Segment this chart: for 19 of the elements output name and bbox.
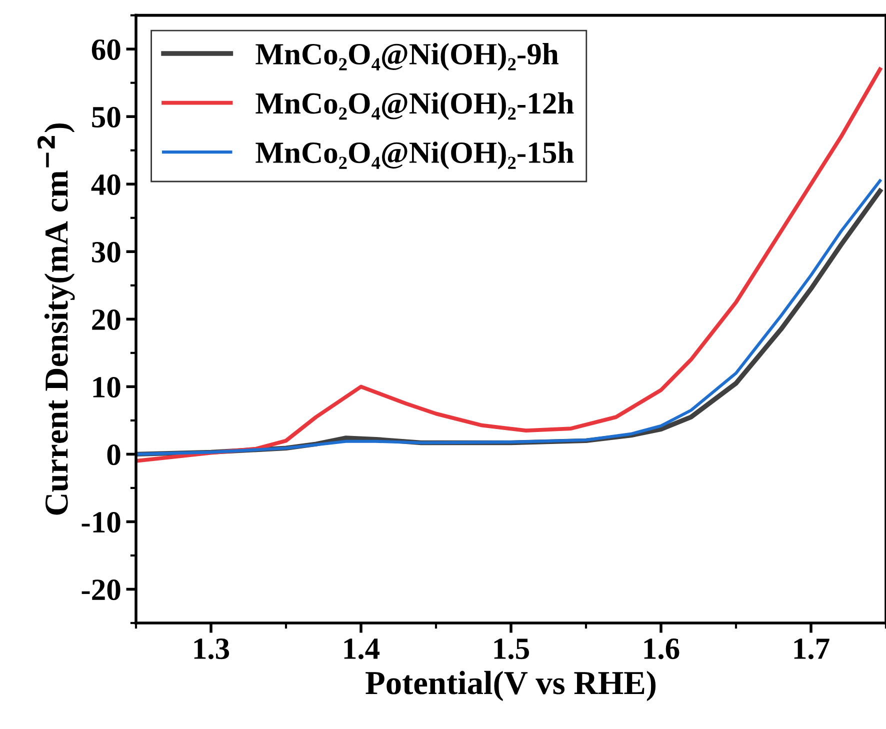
y-tick-label: 20 <box>92 309 120 330</box>
legend-label: MnCo₂O₄@Ni(OH)₂-12h <box>256 92 574 120</box>
x-tick-label: 1.3 <box>194 638 230 660</box>
y-tick-label: 30 <box>92 242 120 263</box>
y-tick-label: 10 <box>93 376 120 398</box>
y-tick-label: 0 <box>107 444 120 466</box>
x-tick-label: 1.5 <box>494 638 529 660</box>
y-tick-label: -10 <box>82 512 120 533</box>
y-tick-label: 40 <box>91 174 120 196</box>
x-tick-label: 1.6 <box>644 638 680 660</box>
x-tick-label: 1.4 <box>344 638 380 660</box>
y-tick-label: 50 <box>92 106 120 128</box>
x-tick-label: 1.7 <box>794 638 830 660</box>
y-tick-label: 60 <box>92 39 120 60</box>
legend-label: MnCo₂O₄@Ni(OH)₂-15h <box>256 142 574 170</box>
y-tick-label: -20 <box>82 580 120 600</box>
x-axis-title: Potential(V vs RHE) <box>366 670 656 702</box>
y-axis-title: Current Density(mA cm$^{−2}$) <box>37 123 75 515</box>
legend-label: MnCo₂O₄@Ni(OH)₂-9h <box>256 42 558 71</box>
